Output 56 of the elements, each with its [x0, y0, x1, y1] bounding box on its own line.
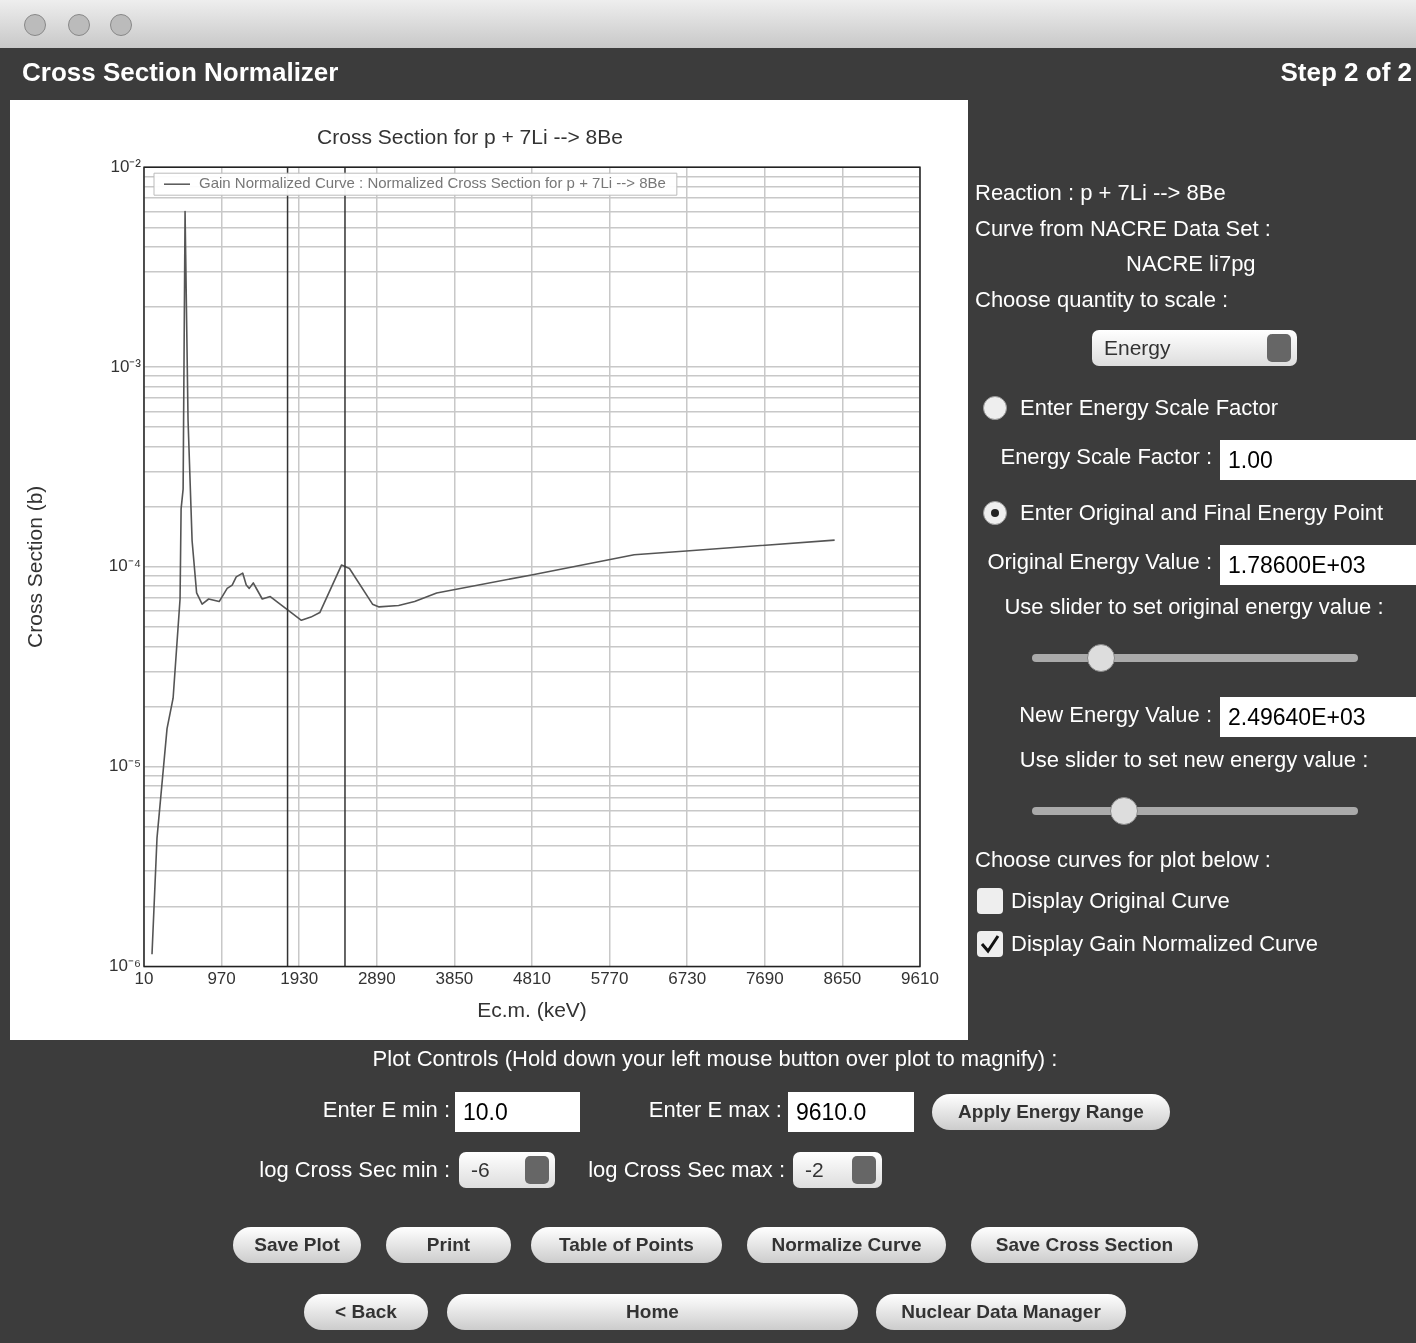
text: 10.0	[463, 1098, 508, 1126]
text: Reaction : p + 7Li --> 8Be	[975, 180, 1226, 206]
text: Curve from NACRE Data Set :	[975, 216, 1271, 242]
x-tick-label: 1930	[280, 969, 319, 989]
y-tick-label: 10⁻⁵	[109, 756, 141, 776]
text: -2	[805, 1158, 824, 1182]
y-tick-label: 10⁻³	[110, 356, 142, 376]
text: Use slider to set original energy value :	[1004, 594, 1384, 620]
text: 2.49640E+03	[1228, 703, 1366, 731]
text: Nuclear Data Manager	[901, 1301, 1101, 1323]
text: Choose quantity to scale :	[975, 287, 1229, 313]
x-tick-label: 8650	[823, 969, 862, 989]
x-tick-label: 4810	[513, 969, 551, 989]
text: Energy Scale Factor :	[1000, 444, 1212, 470]
text: Display Gain Normalized Curve	[1011, 931, 1318, 957]
text: Table of Points	[559, 1234, 694, 1256]
text: Enter E max :	[648, 1097, 782, 1123]
text: Display Original Curve	[1011, 888, 1230, 914]
text: Step 2 of 2	[1280, 56, 1412, 88]
text: Enter Original and Final Energy Point	[1020, 500, 1384, 526]
text: Choose curves for plot below :	[975, 847, 1271, 873]
text: log Cross Sec min :	[259, 1157, 450, 1183]
text: Energy	[1104, 336, 1171, 360]
text: log Cross Sec max :	[588, 1157, 785, 1183]
text: 1.00	[1228, 446, 1273, 474]
text: New Energy Value :	[1019, 702, 1212, 728]
text: Cross Section Normalizer	[22, 56, 339, 88]
text: Plot Controls (Hold down your left mouse button over plot to magnify) :	[372, 1046, 1058, 1072]
text: Normalize Curve	[771, 1234, 922, 1256]
x-tick-label: 3850	[435, 969, 474, 989]
text: Save Plot	[254, 1234, 340, 1256]
x-axis-title: Ec.m. (keV)	[477, 998, 587, 1022]
x-tick-label: 7690	[745, 969, 784, 989]
x-tick-label: 6730	[668, 969, 707, 989]
y-tick-label: 10⁻²	[110, 156, 142, 176]
text: < Back	[335, 1301, 397, 1323]
text: -6	[471, 1158, 490, 1182]
text: Use slider to set new energy value :	[1019, 747, 1369, 773]
text: Print	[426, 1234, 471, 1256]
x-tick-label: 970	[207, 969, 236, 989]
x-tick-label: 5770	[590, 969, 629, 989]
text: 1.78600E+03	[1228, 551, 1366, 579]
chart-title: Cross Section for p + 7Li --> 8Be	[317, 125, 623, 149]
y-tick-label: 10⁻⁴	[108, 556, 141, 576]
text: NACRE li7pg	[1126, 251, 1256, 277]
x-tick-label: 9610	[901, 969, 939, 989]
text: Save Cross Section	[995, 1234, 1174, 1256]
text: Apply Energy Range	[958, 1101, 1144, 1123]
x-tick-label: 2890	[357, 969, 396, 989]
y-axis-title: Cross Section (b)	[23, 485, 47, 648]
text: 9610.0	[796, 1098, 867, 1126]
text: Enter E min :	[322, 1097, 450, 1123]
text: Original Energy Value :	[987, 549, 1212, 575]
text: Enter Energy Scale Factor	[1020, 395, 1279, 421]
legend-label: Gain Normalized Curve : Normalized Cross Section for p + 7Li --> 8Be	[199, 174, 666, 192]
text: Home	[626, 1301, 679, 1323]
